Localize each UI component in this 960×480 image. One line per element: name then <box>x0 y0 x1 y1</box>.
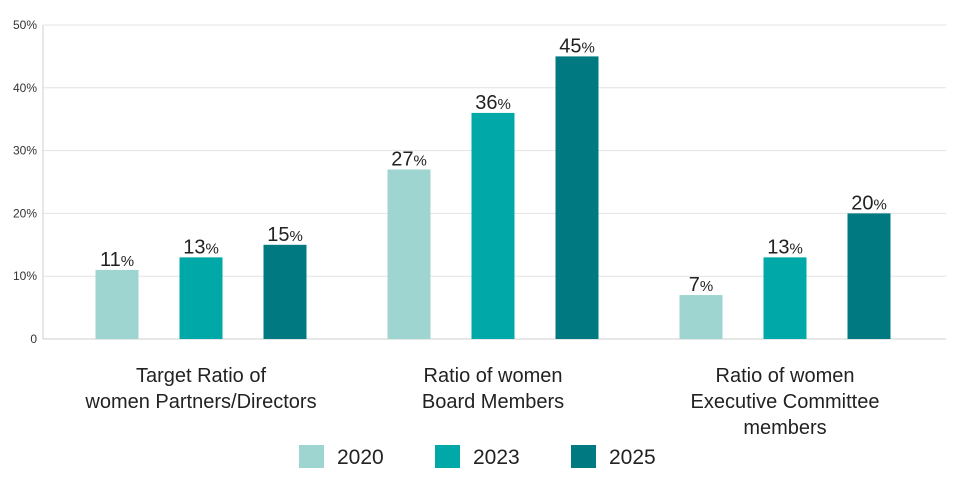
data-label: 15% <box>267 224 303 246</box>
y-tick-label: 40% <box>13 81 37 95</box>
x-axis-labels: Target Ratio of women Partners/Directors R… <box>84 365 879 439</box>
category-label-line: members <box>743 417 826 439</box>
legend-swatch <box>571 445 596 468</box>
data-label: 27% <box>391 148 427 170</box>
legend: 2020 2023 2025 <box>299 445 656 469</box>
legend-label: 2023 <box>473 446 520 469</box>
category-label: Target Ratio of women Partners/Directors <box>84 365 316 413</box>
category-label-line: Target Ratio of <box>136 365 267 387</box>
legend-item-2023: 2023 <box>435 445 520 469</box>
y-tick-label: 10% <box>13 269 37 283</box>
category-label-line: Ratio of women <box>424 365 563 387</box>
y-tick-label: 30% <box>13 144 37 158</box>
category-label: Ratio of women Board Members <box>422 365 564 413</box>
y-axis: 0 10% 20% 30% 40% 50% <box>13 18 44 346</box>
bar-2025 <box>847 213 891 339</box>
legend-label: 2025 <box>609 446 656 469</box>
data-label: 45% <box>559 35 595 57</box>
y-tick-label: 0 <box>30 332 37 346</box>
legend-swatch <box>435 445 460 468</box>
data-label: 36% <box>475 92 511 114</box>
data-label: 7% <box>689 274 713 296</box>
legend-label: 2020 <box>337 446 384 469</box>
bar-2023 <box>179 257 223 339</box>
bar-2020 <box>387 169 431 339</box>
bar-2023 <box>763 257 807 339</box>
data-label: 13% <box>767 236 803 258</box>
category-label-line: Executive Committee <box>691 391 880 413</box>
data-label: 11% <box>100 249 134 271</box>
data-label: 13% <box>183 236 219 258</box>
data-labels: 11% 27% 7% 13% 36% 13% 15% 45% 20% <box>100 35 887 296</box>
y-tick-label: 50% <box>13 18 37 32</box>
bar-2025 <box>555 56 599 340</box>
bar-2020 <box>95 269 139 339</box>
legend-swatch <box>299 445 324 468</box>
bar-2025 <box>263 244 307 339</box>
y-tick-label: 20% <box>13 206 37 220</box>
data-label: 20% <box>851 192 887 214</box>
category-label: Ratio of women Executive Committee members <box>691 365 880 439</box>
bar-2023 <box>471 112 515 339</box>
category-label-line: Board Members <box>422 391 564 413</box>
bar-2020 <box>679 295 723 339</box>
legend-item-2020: 2020 <box>299 445 384 469</box>
legend-item-2025: 2025 <box>571 445 656 469</box>
bars <box>95 56 891 340</box>
category-label-line: Ratio of women <box>716 365 855 387</box>
category-label-line: women Partners/Directors <box>84 391 316 413</box>
